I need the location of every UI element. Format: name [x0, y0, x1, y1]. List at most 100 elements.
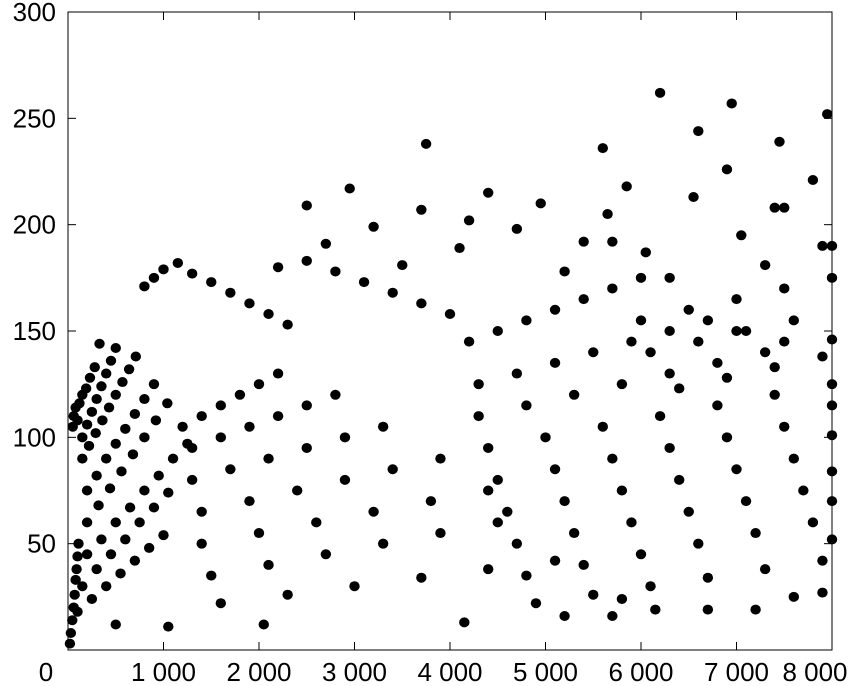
scatter-point	[826, 334, 838, 345]
scatter-point	[788, 591, 799, 602]
y-tick-label: 200	[13, 210, 56, 240]
scatter-point	[420, 138, 432, 149]
scatter-point	[721, 432, 733, 443]
scatter-point	[71, 564, 82, 575]
scatter-point	[272, 262, 284, 273]
scatter-point	[750, 604, 761, 615]
y-tick-label: 300	[13, 0, 56, 27]
scatter-point	[153, 470, 164, 481]
x-tick-label: 6 000	[608, 657, 673, 686]
scatter-point	[244, 298, 255, 309]
scatter-point	[150, 415, 162, 426]
scatter-point	[282, 319, 293, 330]
scatter-point	[702, 315, 714, 326]
scatter-point	[368, 221, 379, 232]
scatter-point	[822, 109, 833, 120]
scatter-point	[123, 364, 135, 375]
scatter-point	[206, 570, 217, 581]
scatter-point	[492, 326, 503, 336]
scatter-point	[72, 415, 83, 426]
scatter-point	[163, 621, 174, 632]
scatter-point	[511, 538, 523, 549]
x-axis-ticks: 0 1 000 2 000 3 000 4 000 5 000 6 000 7 000 8 00…	[39, 12, 848, 686]
scatter-point	[588, 589, 599, 600]
scatter-point	[101, 453, 112, 464]
scatter-point	[105, 355, 117, 366]
scatter-point	[769, 202, 780, 213]
scatter-point	[736, 230, 747, 241]
scatter-point	[826, 430, 838, 441]
scatter-point	[320, 238, 332, 249]
scatter-point	[635, 315, 647, 326]
scatter-point	[759, 260, 771, 271]
scatter-point	[104, 483, 116, 494]
scatter-point	[693, 336, 704, 347]
scatter-point	[96, 381, 107, 392]
scatter-point	[81, 485, 93, 496]
scatter-point	[263, 453, 274, 464]
scatter-point	[253, 528, 265, 539]
scatter-point	[69, 589, 80, 600]
scatter-point	[215, 598, 226, 609]
scatter-point	[301, 255, 312, 266]
scatter-point	[81, 419, 93, 430]
scatter-point	[759, 564, 771, 575]
scatter-point	[70, 574, 81, 585]
scatter-point	[163, 487, 174, 498]
scatter-point	[377, 538, 389, 549]
scatter-point	[80, 383, 92, 394]
scatter-point	[607, 453, 618, 464]
scatter-point	[124, 502, 136, 513]
scatter-point	[674, 383, 685, 394]
scatter-point	[110, 343, 121, 354]
y-tick-label: 250	[13, 103, 56, 133]
scatter-point	[502, 506, 513, 517]
scatter-point	[654, 87, 666, 98]
scatter-point	[817, 555, 828, 566]
scatter-point	[96, 534, 107, 545]
scatter-point	[84, 372, 96, 383]
scatter-point	[731, 326, 742, 336]
scatter-point	[654, 411, 666, 422]
scatter-point	[779, 421, 790, 432]
scatter-point	[826, 496, 838, 507]
scatter-point	[721, 372, 733, 383]
scatter-point	[473, 411, 484, 422]
scatter-point	[702, 572, 714, 583]
scatter-point	[607, 236, 618, 247]
scatter-point	[64, 638, 76, 649]
scatter-point	[349, 581, 360, 592]
scatter-point	[158, 530, 169, 541]
scatter-point	[91, 394, 102, 405]
scatter-point	[702, 604, 714, 615]
scatter-point	[72, 606, 83, 617]
scatter-point	[196, 538, 207, 549]
scatter-point	[139, 281, 150, 292]
scatter-point	[483, 442, 494, 453]
scatter-point	[664, 272, 675, 283]
scatter-point	[826, 400, 838, 411]
scatter-point	[72, 551, 83, 562]
scatter-point	[225, 287, 236, 298]
scatter-point	[86, 593, 98, 604]
x-tick-label: 4 000	[417, 657, 482, 686]
scatter-point	[444, 308, 456, 319]
scatter-point	[91, 470, 102, 481]
scatter-point	[559, 266, 570, 277]
scatter-point	[607, 283, 618, 294]
scatter-point	[602, 209, 613, 220]
scatter-point	[320, 549, 332, 560]
scatter-point	[387, 287, 398, 298]
scatter-point	[817, 587, 828, 598]
scatter-point	[101, 581, 112, 592]
scatter-point	[607, 610, 618, 621]
x-tick-label: 1 000	[131, 657, 196, 686]
scatter-point	[521, 400, 532, 411]
scatter-point	[817, 351, 828, 362]
scatter-point	[143, 542, 155, 553]
scatter-point	[769, 389, 780, 400]
scatter-point	[91, 564, 102, 575]
scatter-point	[635, 272, 647, 283]
